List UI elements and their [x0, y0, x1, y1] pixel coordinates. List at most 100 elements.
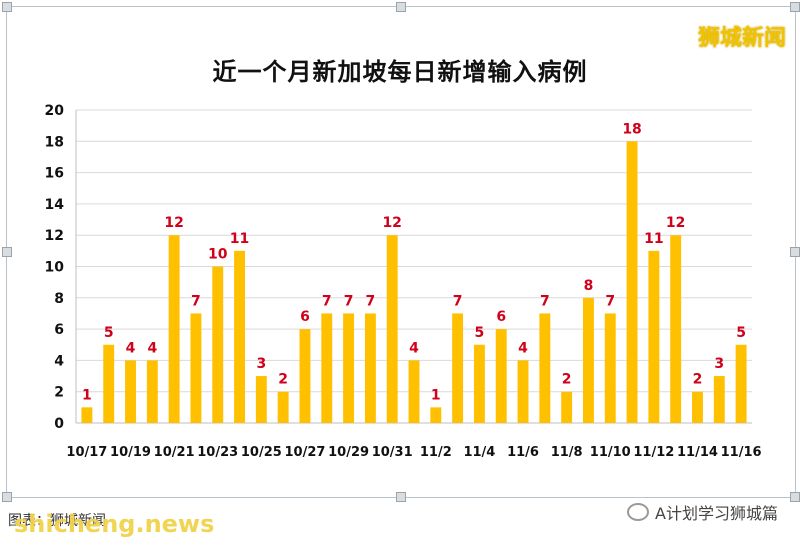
bar [626, 141, 638, 424]
x-tick-label: 11/8 [551, 445, 583, 460]
data-label: 7 [540, 293, 550, 309]
bar [234, 250, 245, 423]
x-tick-label: 11/14 [677, 445, 718, 460]
bar [321, 313, 333, 423]
data-label: 6 [496, 309, 506, 325]
x-tick-label: 10/29 [328, 445, 369, 460]
y-tick-label: 20 [45, 103, 65, 119]
data-label: 1 [431, 387, 441, 403]
data-label: 4 [147, 340, 157, 356]
data-label: 12 [666, 215, 685, 231]
y-tick-label: 14 [45, 197, 65, 213]
resize-handle-left[interactable] [2, 247, 12, 257]
data-label: 5 [104, 325, 114, 341]
bar [648, 250, 660, 423]
data-label: 12 [164, 215, 183, 231]
data-label: 5 [475, 325, 485, 341]
source-text: 图表：狮城新闻 [8, 513, 106, 529]
account-name: A计划学习狮城篇 [655, 504, 778, 523]
bar [146, 360, 158, 423]
bar [452, 313, 464, 423]
bar [583, 297, 594, 423]
data-label: 7 [366, 293, 376, 309]
x-tick-label: 11/2 [420, 445, 452, 460]
bar [692, 391, 703, 423]
data-label: 7 [344, 293, 354, 309]
x-tick-label: 10/19 [110, 445, 151, 460]
data-label: 2 [562, 372, 572, 388]
bar [364, 313, 376, 423]
x-tick-label: 11/4 [463, 445, 495, 460]
data-label: 4 [126, 340, 136, 356]
chart-frame [6, 6, 796, 498]
bar [495, 329, 507, 423]
bar [561, 391, 573, 423]
data-label: 5 [736, 325, 746, 341]
data-label: 7 [322, 293, 332, 309]
x-tick-label: 11/12 [633, 445, 674, 460]
data-label: 12 [382, 215, 401, 231]
bar [604, 313, 616, 423]
data-label: 8 [584, 278, 594, 294]
x-tick-label: 10/31 [372, 445, 413, 460]
watermark-text: shicheng.news [14, 510, 215, 538]
bar [277, 391, 289, 423]
data-label: 7 [605, 293, 615, 309]
bar [386, 235, 398, 423]
bar [168, 235, 180, 423]
resize-handle-top-left[interactable] [2, 2, 12, 12]
bar [299, 329, 311, 423]
brand-logo-text: 狮城新闻 [697, 26, 786, 51]
bar [713, 376, 725, 423]
data-label: 7 [191, 293, 201, 309]
bar [735, 344, 747, 423]
bar [125, 360, 136, 423]
x-tick-label: 11/10 [590, 445, 631, 460]
x-tick-label: 10/23 [197, 445, 238, 460]
data-label: 11 [230, 231, 249, 247]
y-tick-label: 18 [45, 134, 64, 150]
data-label: 18 [622, 121, 641, 137]
bar [103, 344, 115, 423]
bar [255, 376, 267, 423]
resize-handle-bottom-left[interactable] [2, 492, 12, 502]
bar [212, 266, 224, 423]
y-tick-label: 8 [54, 291, 64, 307]
data-label: 3 [256, 356, 266, 372]
y-tick-label: 12 [45, 228, 64, 244]
data-label: 11 [644, 231, 663, 247]
bar [670, 235, 682, 423]
x-tick-label: 11/16 [721, 445, 762, 460]
x-tick-label: 10/27 [284, 445, 325, 460]
y-tick-label: 10 [45, 260, 65, 276]
chart-title: 近一个月新加坡每日新增输入病例 [212, 58, 588, 86]
data-label: 3 [714, 356, 724, 372]
data-label: 4 [518, 340, 528, 356]
bar [81, 407, 93, 423]
data-label: 6 [300, 309, 310, 325]
y-tick-label: 16 [45, 166, 64, 182]
x-tick-label: 10/21 [154, 445, 195, 460]
x-tick-label: 10/17 [66, 445, 107, 460]
wechat-icon [627, 503, 650, 521]
y-tick-label: 6 [54, 322, 64, 338]
bar [343, 313, 355, 423]
data-label: 2 [278, 372, 288, 388]
account-label: A计划学习狮城篇 [627, 500, 778, 524]
data-label: 2 [693, 372, 703, 388]
y-tick-label: 4 [54, 353, 64, 369]
resize-handle-bottom[interactable] [396, 492, 406, 502]
bar [473, 344, 485, 423]
bar [517, 360, 529, 423]
y-tick-label: 0 [54, 416, 64, 432]
data-label: 4 [409, 340, 419, 356]
bar [539, 313, 551, 423]
data-label: 1 [82, 387, 92, 403]
resize-handle-top[interactable] [396, 2, 406, 12]
data-label: 10 [208, 247, 228, 263]
bar [430, 407, 442, 423]
y-tick-label: 2 [54, 385, 64, 401]
bar [408, 360, 420, 423]
bar [190, 313, 202, 423]
